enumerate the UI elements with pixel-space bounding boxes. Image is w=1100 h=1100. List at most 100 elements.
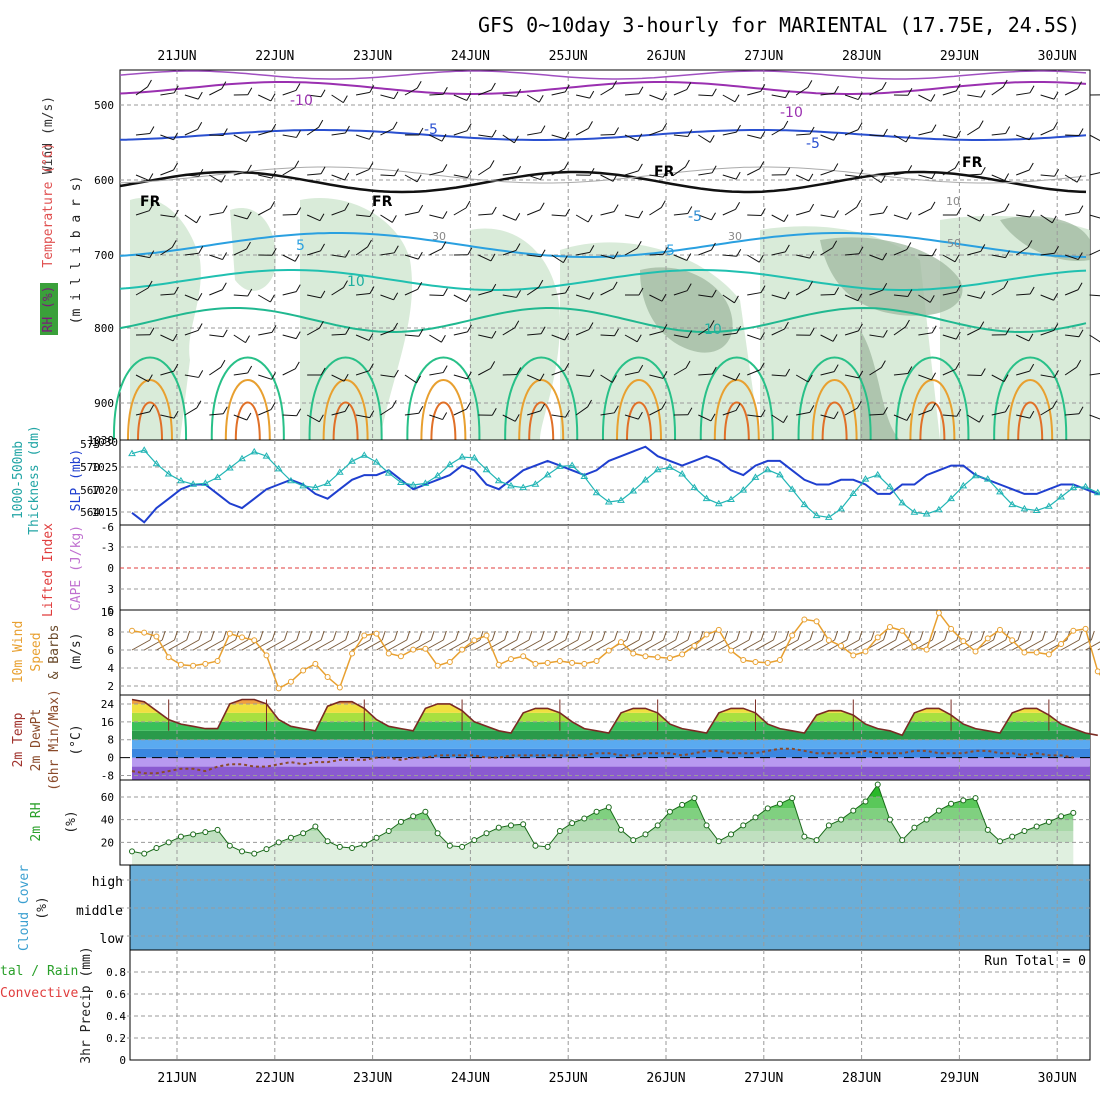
wind-barb-flag <box>271 325 277 333</box>
contour-plus25 <box>137 401 163 441</box>
wind-barb-flag <box>490 361 496 369</box>
wind-barb <box>673 367 687 376</box>
rh2m-point <box>996 838 1003 845</box>
wind-barb-flag <box>1078 128 1084 136</box>
wind-barb <box>869 254 883 261</box>
thickness-marker <box>568 461 576 468</box>
wind-barb-flag <box>588 292 594 300</box>
wind-barb <box>380 94 395 100</box>
wind-barb-flag <box>466 401 471 410</box>
wind10-barb <box>315 639 334 651</box>
wind-barb-flag <box>638 287 644 296</box>
wind10-point <box>825 637 832 644</box>
wind10-barb-flag <box>442 630 447 641</box>
wind-barb-flag <box>1029 363 1035 372</box>
y-tick-label: 6 <box>107 604 114 617</box>
wind-barb-flag <box>589 167 595 176</box>
date-label-top: 22JUN <box>255 49 294 64</box>
wind-barb-flag <box>369 286 375 294</box>
wind-barb-flag <box>784 291 790 300</box>
temp2m-label-1: 2m Temp <box>11 712 26 767</box>
wind-barb <box>453 207 467 216</box>
wind-barb <box>771 94 786 99</box>
wind-barb <box>160 293 175 296</box>
wind10-barb-flag <box>186 630 191 641</box>
date-label-bottom: 24JUN <box>451 1071 490 1086</box>
rh2m-point <box>715 838 722 845</box>
rh2m-point <box>300 830 307 837</box>
contour-minus5 <box>119 129 1087 141</box>
temp-band <box>132 739 1090 749</box>
wind-barb-flag <box>783 415 788 423</box>
wind-barb-flag <box>222 252 228 260</box>
contour-plus20 <box>909 379 956 441</box>
wind-barb-flag <box>906 413 912 421</box>
wind-barb-flag <box>147 280 153 289</box>
wind-barb <box>649 374 664 379</box>
wind-barb <box>160 370 175 376</box>
wind10-barb <box>131 639 151 651</box>
wind-barb-flag <box>148 173 154 181</box>
wind-barb <box>1089 249 1100 256</box>
wind-barb <box>404 254 419 260</box>
thickness-marker <box>164 470 173 477</box>
wind-barb-flag <box>613 405 619 414</box>
rh2m-point <box>776 800 783 807</box>
thickness-marker <box>922 509 931 517</box>
rh2m-point <box>899 837 906 844</box>
wind10-point <box>728 647 735 654</box>
wind-barb <box>893 214 908 220</box>
wind-barb-flag <box>857 92 863 100</box>
contour-plus25 <box>332 401 359 441</box>
date-label-top: 25JUN <box>549 49 588 64</box>
wind-barb-flag <box>636 240 642 249</box>
wind-barb <box>404 87 418 96</box>
date-label-bottom: 25JUN <box>549 1071 588 1086</box>
wind-barb-flag <box>808 281 813 289</box>
date-label-top: 30JUN <box>1038 49 1077 64</box>
thickness-marker <box>519 483 528 491</box>
wind-barb <box>502 172 517 176</box>
wind-barb <box>282 134 297 138</box>
wind-barb <box>746 254 760 263</box>
wind10-barb-flag <box>565 630 570 641</box>
y-tick-label: 1025 <box>92 461 119 474</box>
wind-barb-flag <box>930 94 936 102</box>
wind-barb <box>624 170 639 176</box>
wind-barb-flag <box>318 119 324 128</box>
wind10-barb-flag <box>345 630 350 641</box>
upper-pressure-label: (m i l l i b a r s) <box>69 176 84 325</box>
wind-barb <box>184 407 198 416</box>
thickness-marker <box>934 505 943 513</box>
wind-barb <box>1089 334 1100 343</box>
wind10-barb-flag <box>675 630 680 641</box>
contour-rh-gray <box>119 166 1087 184</box>
rh2m-point <box>984 826 991 833</box>
wind10-point <box>984 635 991 642</box>
wind-barb-flag <box>711 366 717 375</box>
wind-barb <box>722 409 737 416</box>
wind-barb-flag <box>564 84 570 93</box>
wind10-barb-flag <box>809 630 814 641</box>
wind10-barb <box>791 639 811 651</box>
thickness-marker <box>299 481 308 489</box>
wind-barb <box>673 89 687 96</box>
wind-barb <box>722 131 737 136</box>
wind-barb-flag <box>832 334 838 342</box>
wind10-point <box>666 655 673 662</box>
wind-barb <box>1089 294 1100 297</box>
wind10-barb-flag <box>601 630 606 641</box>
thickness-marker <box>201 479 210 486</box>
wind10-point <box>960 638 967 645</box>
wind-barb-flag <box>1029 286 1035 295</box>
wind-barb-flag <box>711 212 716 221</box>
wind-barb-flag <box>1027 240 1033 248</box>
wind-barb-flag <box>833 163 839 171</box>
rh-band <box>132 819 1074 831</box>
contour-plus15-lobe <box>406 356 481 441</box>
wind-barb-flag <box>271 247 277 256</box>
wind10-point <box>520 653 527 660</box>
rh2m-point <box>324 838 331 845</box>
wind10-barb-flag <box>687 630 692 641</box>
wind-barb <box>991 210 1006 216</box>
